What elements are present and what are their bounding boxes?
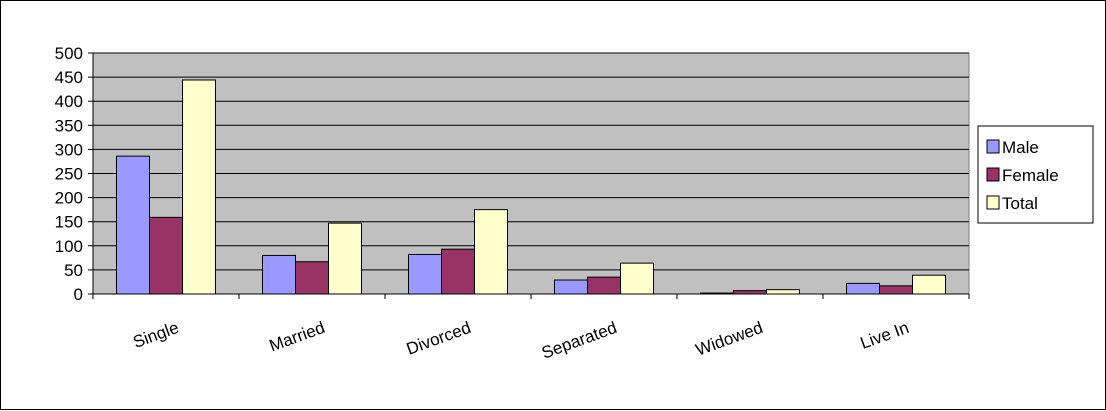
- gridlines: [93, 52, 969, 271]
- legend-swatch-total: [986, 195, 1000, 210]
- y-tick-label: 450: [55, 68, 83, 87]
- x-category-label: Married: [267, 318, 328, 356]
- y-tick-label: 350: [55, 116, 83, 135]
- legend-swatch-male: [986, 139, 1000, 154]
- bar-total-live-in: [912, 274, 946, 295]
- x-category-label: Live In: [858, 318, 912, 353]
- bar-male-divorced: [408, 253, 442, 295]
- legend-swatch-female: [986, 167, 1000, 182]
- y-tick-label: 150: [55, 213, 83, 232]
- bar-male-live-in: [846, 282, 880, 295]
- legend-label-male: Male: [1002, 138, 1039, 157]
- bar-male-single: [116, 155, 150, 295]
- y-axis-ticks: 0 50 100 150 200 250 300 350 400 450 500: [55, 44, 93, 304]
- x-axis-categories: Single Married Divorced Separated Widowed Liv…: [130, 318, 911, 363]
- bar-female-single: [149, 216, 183, 295]
- legend: Male Female Total: [977, 125, 1094, 224]
- bar-female-separated: [587, 276, 621, 295]
- y-tick-label: 300: [55, 140, 83, 159]
- y-tick-label: 50: [64, 261, 83, 280]
- legend-label-female: Female: [1002, 166, 1059, 185]
- bar-total-divorced: [474, 209, 508, 295]
- y-tick-label: 250: [55, 165, 83, 184]
- y-tick-label: 100: [55, 237, 83, 256]
- x-category-label: Widowed: [693, 318, 765, 360]
- y-tick-label: 500: [55, 44, 83, 63]
- bar-total-widowed: [766, 289, 800, 295]
- bar-total-single: [182, 79, 216, 295]
- x-category-label: Single: [130, 318, 181, 352]
- y-tick-label: 400: [55, 92, 83, 111]
- x-category-label: Separated: [539, 318, 619, 363]
- bar-female-live-in: [879, 285, 913, 295]
- bar-male-married: [262, 254, 296, 295]
- x-category-label: Divorced: [404, 318, 474, 359]
- bar-female-widowed: [733, 290, 767, 295]
- bar-female-divorced: [441, 248, 475, 295]
- y-tick-label: 200: [55, 189, 83, 208]
- bar-male-separated: [554, 279, 588, 295]
- bar-total-married: [328, 222, 362, 295]
- bar-total-separated: [620, 262, 654, 295]
- bar-female-married: [295, 261, 329, 295]
- y-tick-label: 0: [74, 285, 83, 304]
- legend-label-total: Total: [1002, 194, 1038, 213]
